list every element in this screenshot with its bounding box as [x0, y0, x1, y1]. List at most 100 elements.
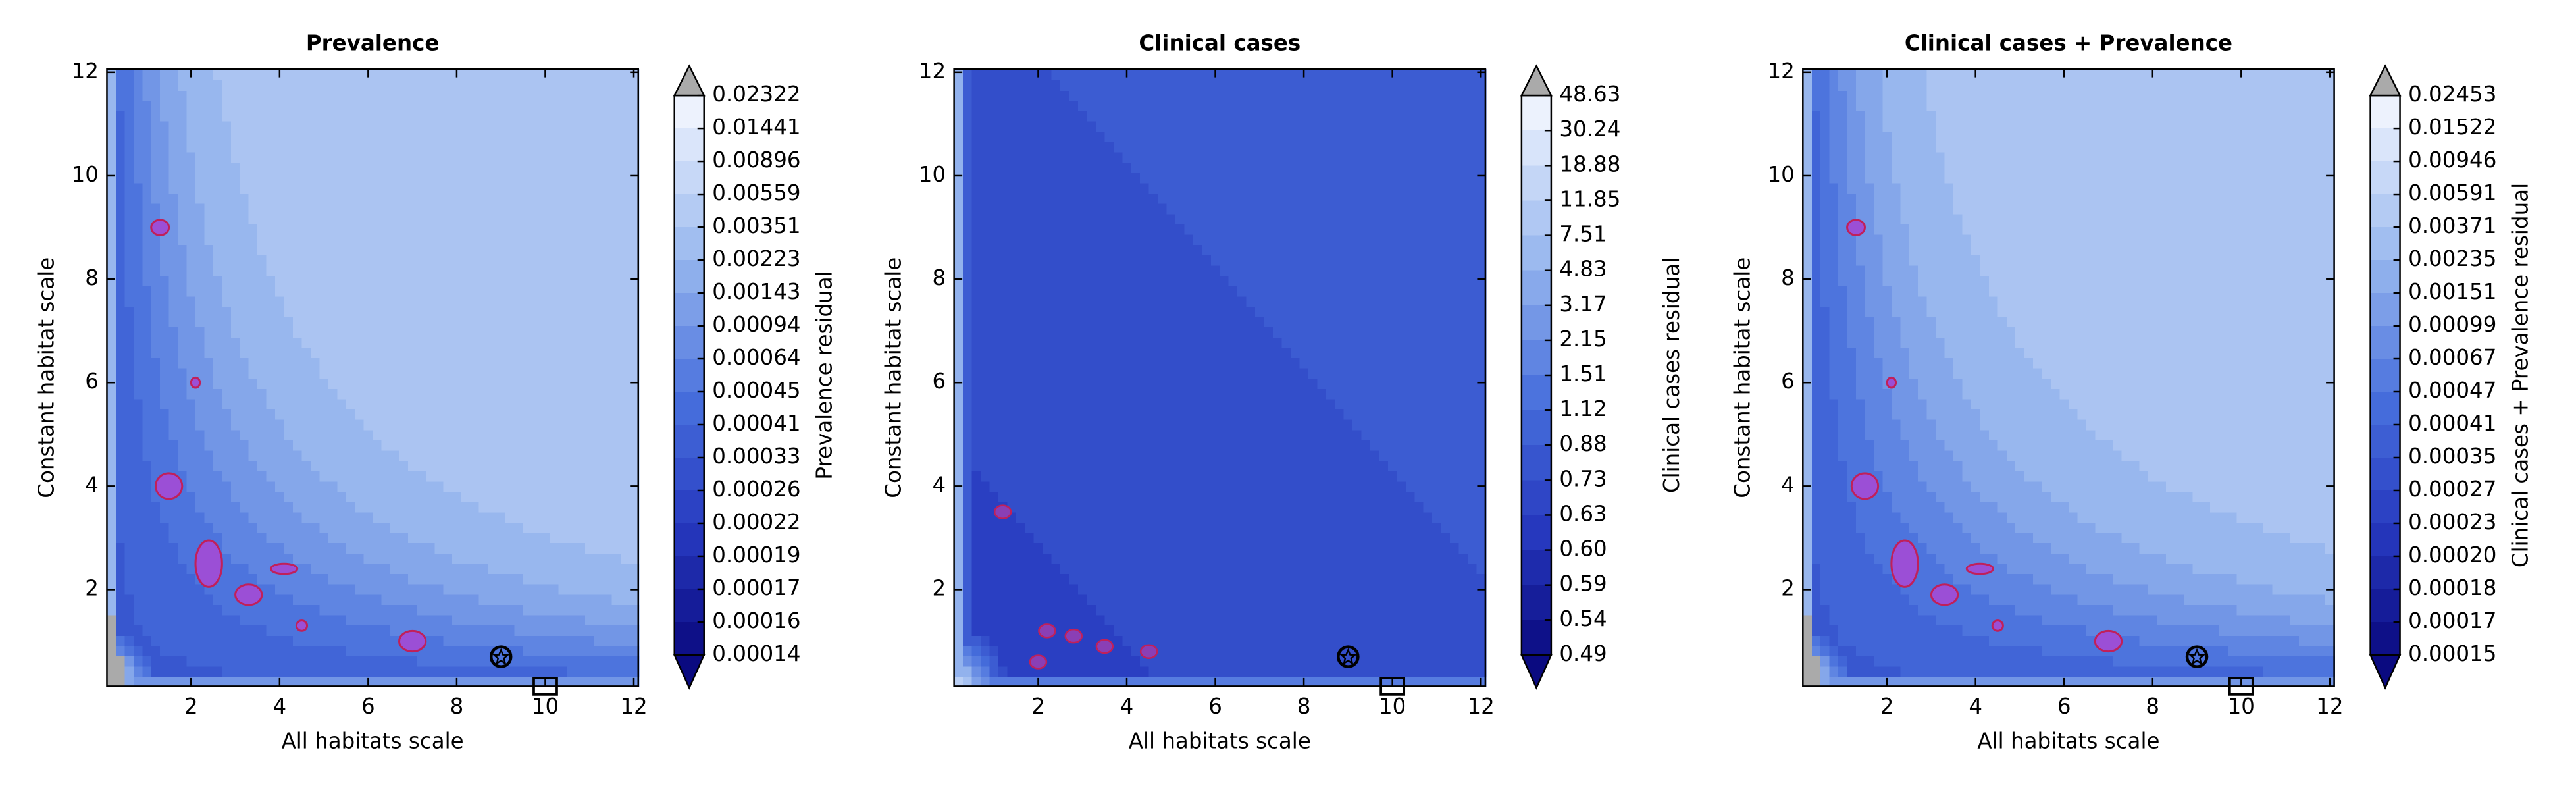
contour-cell — [1104, 573, 1115, 585]
contour-cell — [434, 110, 445, 122]
contour-cell — [222, 346, 232, 359]
contour-cell — [620, 130, 631, 142]
contour-cell — [496, 69, 507, 81]
contour-cell — [151, 429, 161, 440]
contour-cell — [567, 254, 578, 266]
contour-cell — [470, 295, 480, 307]
contour-cell — [178, 635, 188, 646]
contour-cell — [1122, 501, 1133, 513]
contour-cell — [133, 460, 143, 471]
contour-cell — [248, 336, 259, 348]
contour-cell — [1095, 357, 1106, 369]
contour-cell — [1113, 69, 1123, 81]
contour-cell — [488, 79, 498, 91]
contour-cell — [594, 655, 604, 667]
contour-cell — [204, 316, 215, 328]
contour-cell — [275, 429, 286, 440]
contour-cell — [310, 264, 321, 276]
contour-cell — [1077, 511, 1088, 523]
contour-cell — [293, 367, 303, 379]
contour-cell — [399, 223, 409, 235]
contour-cell — [1051, 552, 1062, 564]
contour-cell — [594, 450, 604, 461]
contour-cell — [1069, 316, 1079, 328]
contour-cell — [1033, 501, 1044, 513]
contour-cell — [107, 192, 117, 204]
contour-cell — [301, 90, 312, 101]
contour-cell — [186, 295, 197, 307]
contour-cell — [425, 90, 436, 101]
contour-cell — [195, 346, 205, 359]
contour-cell — [310, 99, 321, 112]
contour-cell — [998, 388, 1008, 400]
contour-cell — [1113, 326, 1123, 338]
contour-cell — [115, 614, 126, 626]
contour-cell — [178, 429, 188, 440]
contour-cell — [1095, 490, 1106, 502]
contour-cell — [585, 295, 595, 307]
contour-cell — [1069, 192, 1079, 204]
contour-cell — [550, 244, 560, 255]
contour-cell — [550, 542, 560, 554]
colorbar-frame — [673, 94, 705, 656]
contour-cell — [230, 223, 241, 235]
contour-cell — [284, 460, 294, 471]
contour-cell — [1104, 275, 1115, 286]
contour-cell — [399, 511, 409, 523]
contour-cell — [963, 675, 973, 687]
contour-cell — [115, 295, 126, 307]
contour-cell — [1069, 655, 1079, 667]
contour-cell — [275, 336, 286, 348]
contour-cell — [470, 635, 480, 646]
contour-cell — [594, 552, 604, 564]
contour-cell — [319, 244, 330, 255]
contour-cell — [514, 450, 525, 461]
contour-cell — [407, 285, 418, 297]
contour-cell — [1033, 305, 1044, 317]
contour-cell — [971, 110, 982, 122]
contour-cell — [373, 655, 383, 667]
contour-cell — [186, 521, 197, 533]
contour-cell — [585, 562, 595, 575]
contour-cell — [550, 501, 560, 513]
residual-blob — [295, 619, 309, 632]
contour-cell — [1113, 213, 1123, 224]
contour-cell — [275, 295, 286, 307]
contour-cell — [478, 542, 489, 554]
contour-cell — [1104, 264, 1115, 276]
contour-cell — [1095, 675, 1106, 687]
contour-cell — [186, 285, 197, 297]
contour-cell — [594, 244, 604, 255]
contour-cell — [532, 635, 542, 646]
contour-cell — [1077, 69, 1088, 81]
contour-cell — [540, 593, 551, 605]
contour-cell — [1131, 90, 1141, 101]
contour-cell — [301, 429, 312, 440]
contour-cell — [1131, 666, 1141, 677]
contour-cell — [1051, 326, 1062, 338]
contour-cell — [230, 264, 241, 276]
contour-cell — [390, 264, 400, 276]
contour-cell — [266, 223, 276, 235]
contour-cell — [142, 511, 153, 523]
contour-cell — [989, 593, 1000, 605]
contour-cell — [107, 460, 117, 471]
contour-cell — [470, 398, 480, 410]
contour-cell — [1060, 501, 1071, 513]
contour-cell — [505, 79, 515, 91]
contour-cell — [505, 357, 515, 369]
contour-cell — [178, 172, 188, 184]
contour-cell — [107, 614, 117, 626]
contour-cell — [514, 182, 525, 194]
contour-cell — [240, 562, 250, 575]
contour-cell — [355, 295, 365, 307]
contour-cell — [399, 110, 409, 122]
contour-cell — [381, 285, 392, 297]
contour-cell — [240, 161, 250, 173]
contour-cell — [1007, 90, 1018, 101]
contour-cell — [319, 120, 330, 132]
contour-cell — [1077, 203, 1088, 215]
contour-cell — [1077, 234, 1088, 246]
contour-cell — [998, 480, 1008, 492]
contour-cell — [284, 275, 294, 286]
